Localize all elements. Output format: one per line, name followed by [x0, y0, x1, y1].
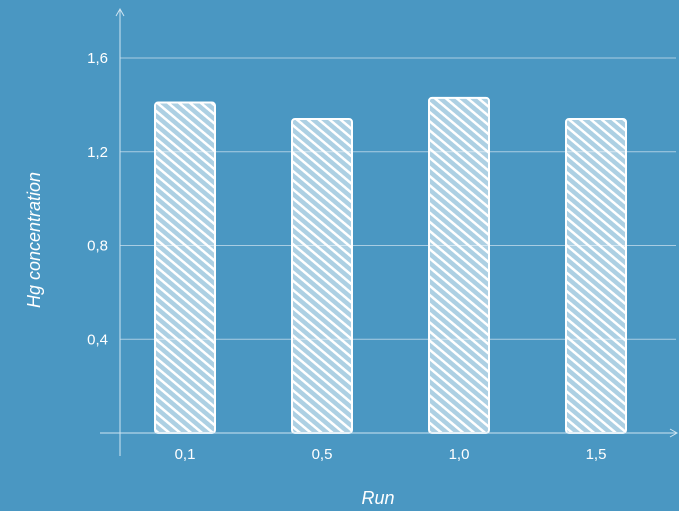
axes: [100, 7, 679, 456]
y-axis-arrow: [115, 7, 125, 17]
y-tick-labels: 0,4 0,8 1,2 1,6: [87, 50, 108, 348]
y-tick-label: 0,4: [87, 331, 108, 348]
x-tick-labels: 0,1 0,5 1,0 1,5: [175, 446, 607, 463]
bar: [565, 117, 627, 434]
x-tick-label: 1,5: [586, 446, 607, 463]
y-tick-label: 1,6: [87, 50, 108, 67]
y-axis-title: Hg concentration: [24, 172, 44, 308]
bar: [291, 117, 353, 434]
bars: [154, 96, 627, 434]
y-tick-label: 1,2: [87, 144, 108, 161]
x-axis-arrow: [669, 428, 679, 438]
y-tick-label: 0,8: [87, 238, 108, 255]
bar: [428, 96, 490, 434]
bar: [154, 101, 216, 434]
x-axis-title: Run: [361, 488, 394, 508]
x-tick-label: 0,5: [312, 446, 333, 463]
x-tick-label: 0,1: [175, 446, 196, 463]
x-tick-label: 1,0: [449, 446, 470, 463]
